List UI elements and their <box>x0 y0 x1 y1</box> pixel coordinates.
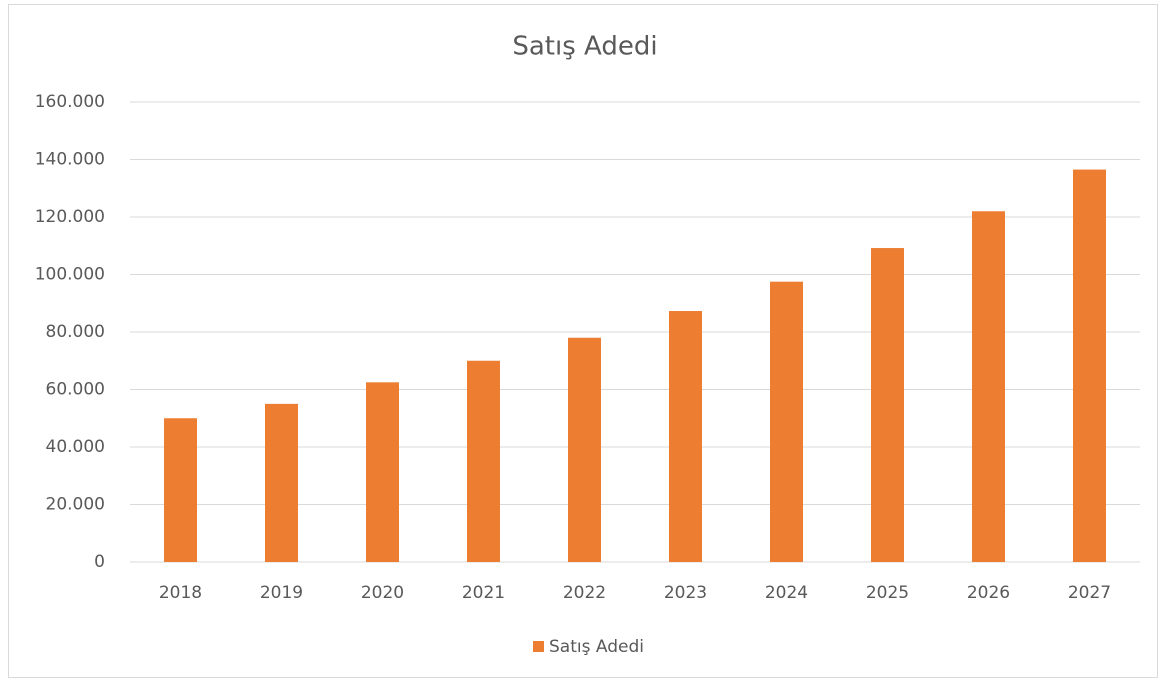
y-tick-label: 140.000 <box>35 150 105 170</box>
x-tick-label: 2026 <box>967 583 1010 603</box>
x-tick-label: 2020 <box>361 583 404 603</box>
bar <box>972 211 1005 562</box>
legend-label: Satış Adedi <box>549 637 644 657</box>
bar <box>164 418 197 562</box>
x-tick-label: 2018 <box>159 583 202 603</box>
y-tick-label: 120.000 <box>35 207 105 227</box>
bar <box>1073 169 1106 562</box>
x-tick-label: 2021 <box>462 583 505 603</box>
x-tick-label: 2023 <box>664 583 707 603</box>
y-tick-label: 80.000 <box>46 322 105 342</box>
bar <box>366 382 399 562</box>
bar <box>265 403 298 562</box>
bar <box>871 248 904 563</box>
x-tick-label: 2025 <box>866 583 909 603</box>
y-tick-label: 100.000 <box>35 265 105 285</box>
bar <box>770 281 803 562</box>
y-tick-label: 60.000 <box>46 380 105 400</box>
x-tick-label: 2024 <box>765 583 808 603</box>
bar <box>669 311 702 562</box>
bar <box>467 360 500 562</box>
x-tick-label: 2022 <box>563 583 606 603</box>
bar <box>568 337 601 562</box>
chart-title: Satış Adedi <box>512 32 657 62</box>
y-tick-label: 0 <box>94 552 105 572</box>
y-tick-label: 20.000 <box>46 495 105 515</box>
x-tick-label: 2019 <box>260 583 303 603</box>
y-tick-label: 160.000 <box>35 92 105 112</box>
legend-swatch <box>533 641 544 652</box>
x-tick-label: 2027 <box>1068 583 1111 603</box>
y-tick-label: 40.000 <box>46 437 105 457</box>
